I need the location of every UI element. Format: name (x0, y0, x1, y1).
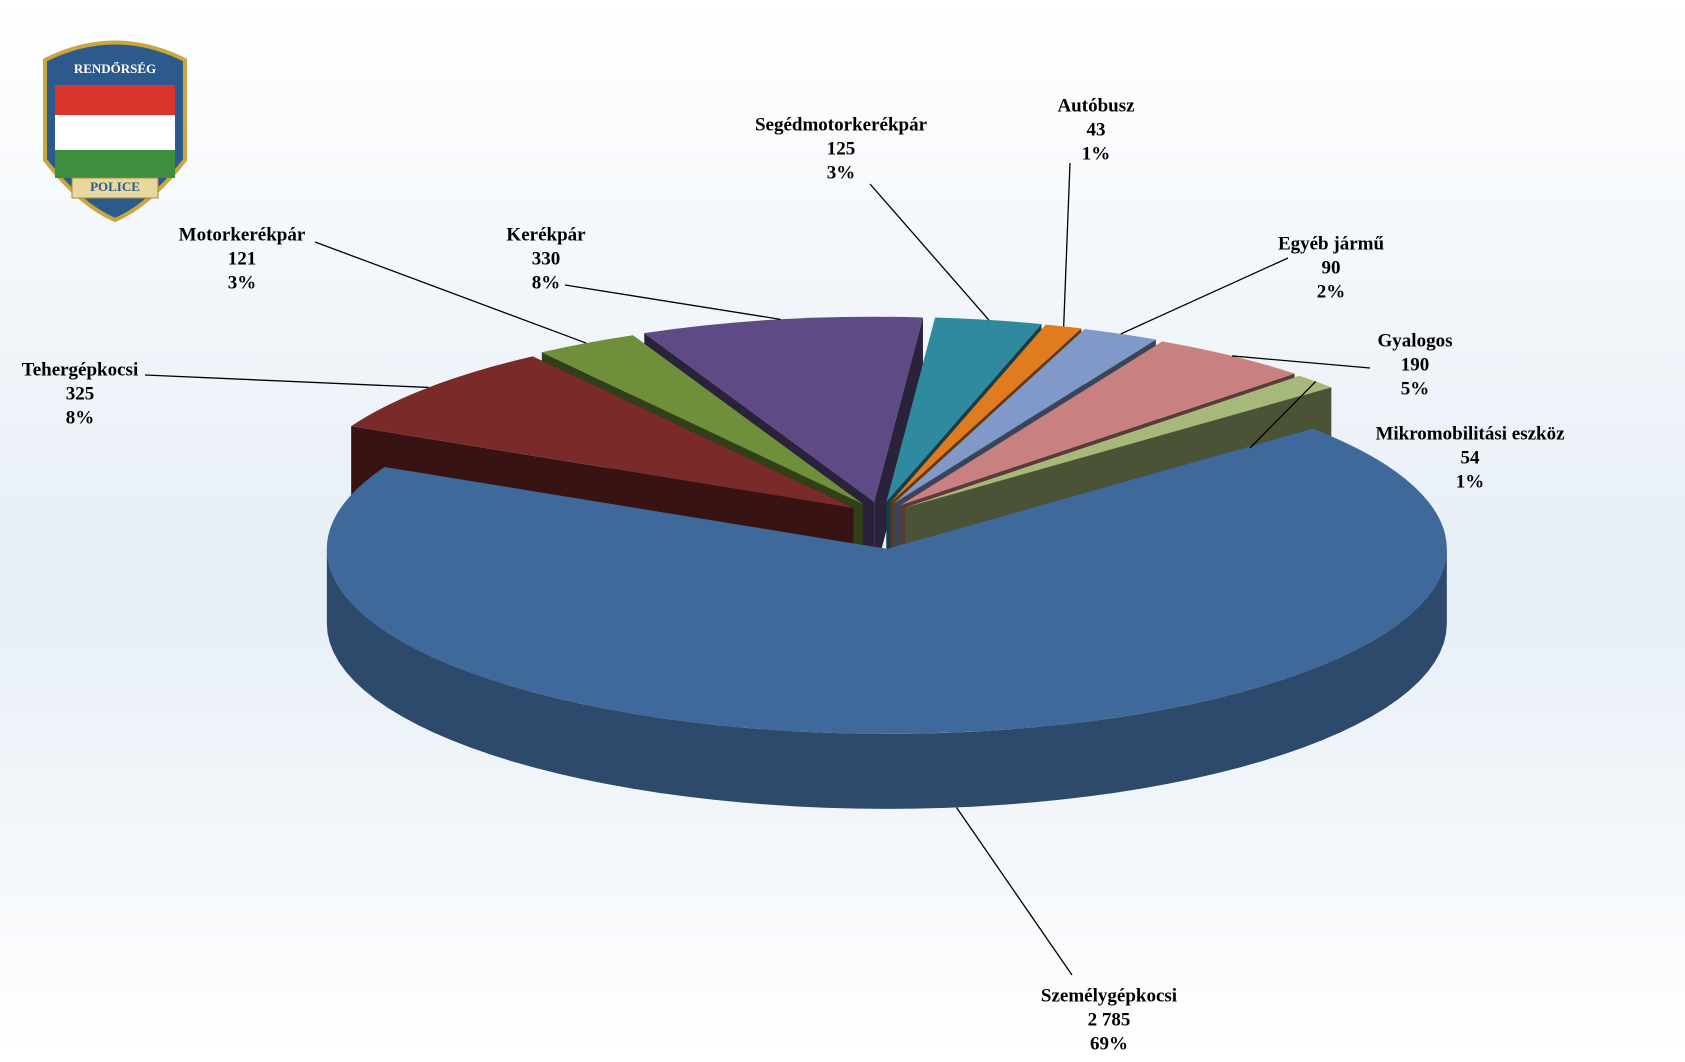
category-label: Gyalogos (1378, 330, 1453, 351)
slice-tops (326, 316, 1447, 734)
percent-label: 8% (532, 272, 561, 293)
leader-line (1249, 380, 1317, 449)
slice (890, 324, 1082, 503)
leader-line (314, 241, 587, 344)
logo-bottom: POLICE (90, 179, 140, 194)
category-label: Segédmotorkerékpár (755, 114, 928, 135)
value-label: 90 (1322, 257, 1341, 278)
value-label: 2 785 (1088, 1009, 1131, 1030)
slice (900, 341, 1295, 506)
category-label: Kerékpár (506, 224, 586, 245)
value-label: 325 (66, 383, 95, 404)
category-label: Tehergépkocsi (22, 359, 138, 380)
slice-wall (326, 548, 1447, 809)
leader-line (144, 374, 429, 389)
percent-label: 3% (228, 272, 257, 293)
category-label: Motorkerékpár (179, 224, 306, 245)
logo: RENDŐRSÉG POLICE (43, 40, 187, 223)
percent-label: 8% (66, 407, 95, 428)
logo-top: RENDŐRSÉG (74, 61, 156, 76)
slice (894, 329, 1156, 504)
slice (351, 356, 854, 508)
value-label: 54 (1461, 447, 1481, 468)
slice (326, 428, 1447, 734)
value-label: 121 (228, 248, 257, 269)
category-label: Mikromobilitási eszköz (1375, 423, 1565, 444)
labels: Segédmotorkerékpár 125 3% Autóbusz 43 1% Egyéb… (22, 95, 1565, 1054)
slice-walls (326, 548, 1447, 809)
leader-line (1063, 162, 1071, 327)
percent-label: 3% (827, 162, 856, 183)
percent-label: 1% (1082, 143, 1111, 164)
category-label: Autóbusz (1057, 95, 1135, 116)
slice (541, 335, 863, 504)
leader-line (955, 807, 1073, 976)
category-label: Egyéb jármű (1278, 233, 1385, 254)
leader-line (1232, 355, 1371, 369)
leader-line (564, 284, 781, 321)
slice (905, 375, 1332, 508)
category-label: Személygépkocsi (1041, 985, 1177, 1006)
percent-label: 1% (1456, 471, 1485, 492)
percent-label: 69% (1090, 1033, 1128, 1054)
leader-line (869, 183, 990, 321)
percent-label: 5% (1401, 378, 1430, 399)
value-label: 125 (827, 138, 856, 159)
value-label: 190 (1401, 354, 1430, 375)
slice (644, 316, 923, 502)
slice (886, 317, 1042, 502)
value-label: 330 (532, 248, 561, 269)
leader-line (1120, 257, 1289, 335)
value-label: 43 (1087, 119, 1106, 140)
percent-label: 2% (1317, 281, 1346, 302)
slice-side (874, 317, 923, 577)
